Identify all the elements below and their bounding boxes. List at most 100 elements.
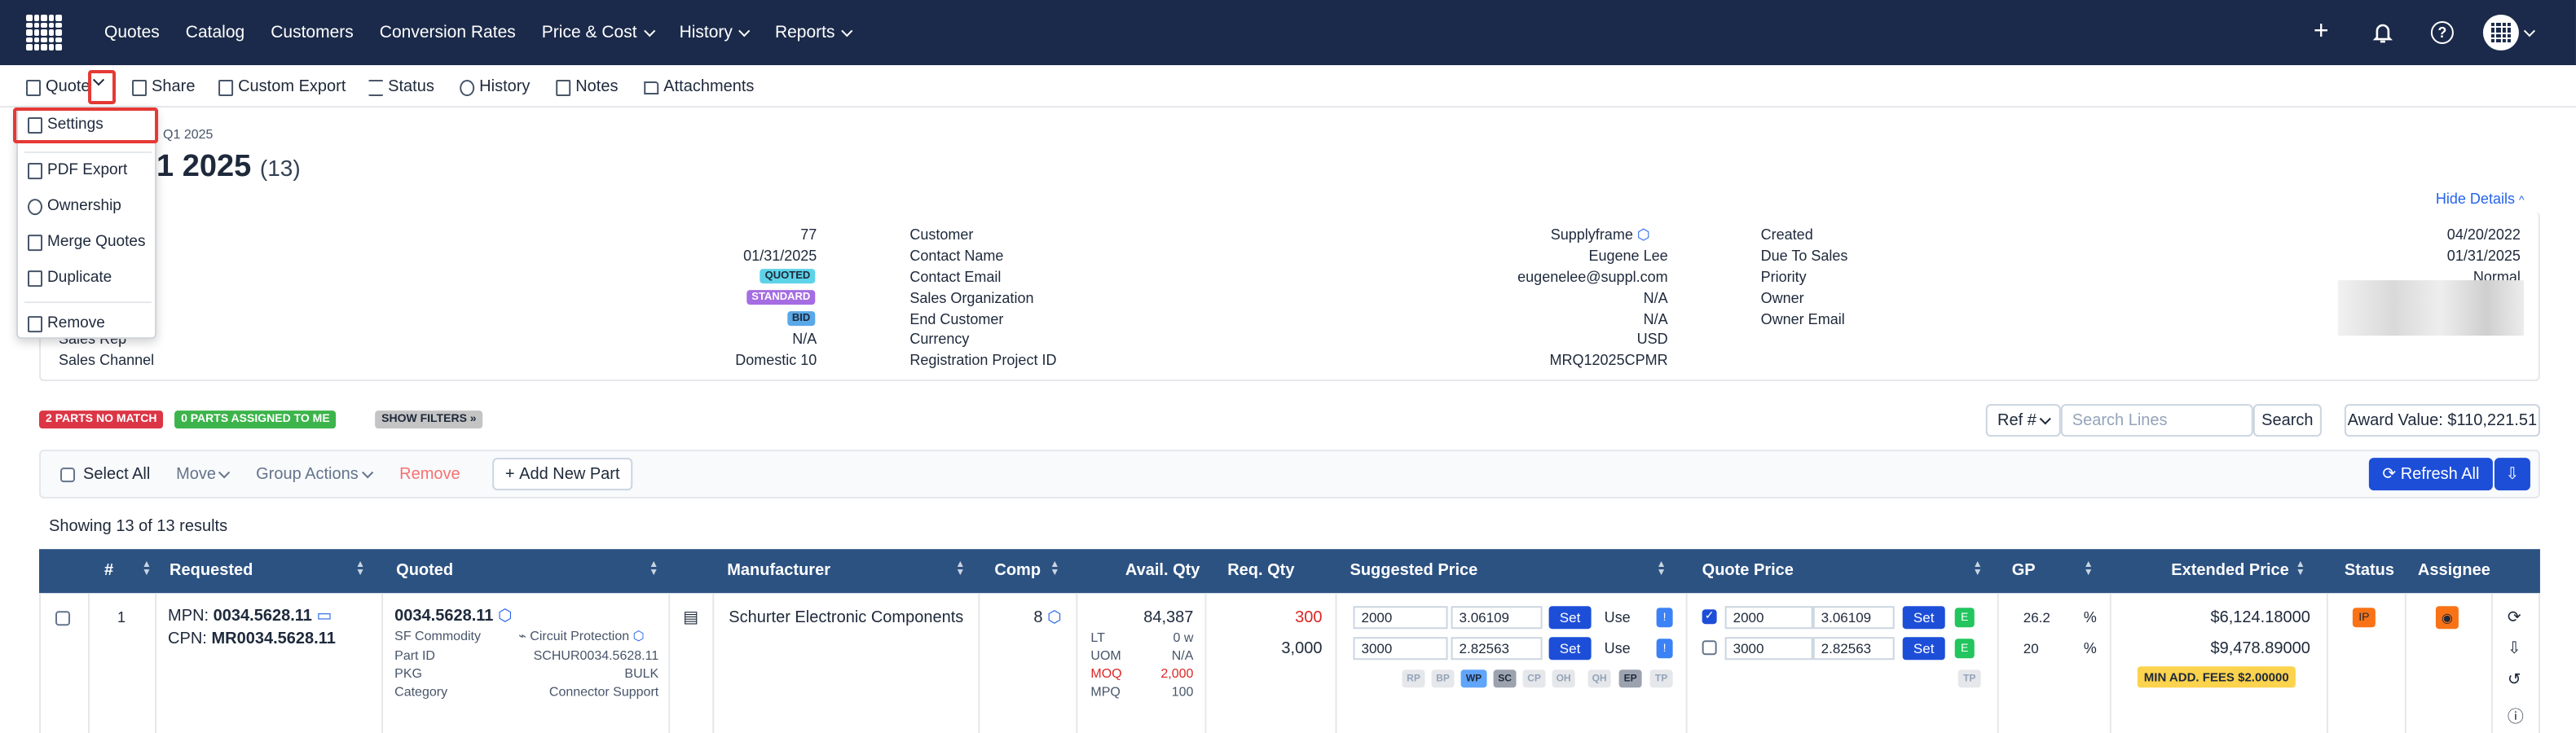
col-extended-price[interactable]: Extended Price ▲ ▼ — [2171, 560, 2305, 581]
e-badge[interactable]: E — [1954, 639, 1975, 659]
attachments-button[interactable]: Attachments — [644, 78, 754, 96]
nav-catalog[interactable]: Catalog — [186, 23, 244, 42]
cube-icon[interactable]: ⬡ — [1636, 226, 1650, 244]
export-icon[interactable]: ⇩ — [2494, 458, 2530, 491]
col-status[interactable]: Status — [2345, 549, 2394, 593]
assignee-icon[interactable]: ◉ — [2435, 606, 2459, 630]
status-button[interactable]: Status — [368, 78, 434, 96]
app-logo-icon[interactable] — [26, 15, 62, 51]
col-manufacturer[interactable]: Manufacturer ▲ ▼ — [727, 560, 966, 581]
info-icon[interactable]: ⓘ — [2507, 709, 2524, 727]
col-assignee[interactable]: Assignee — [2418, 549, 2490, 593]
help-icon[interactable]: ? — [2430, 0, 2454, 65]
quoted-part[interactable]: 0034.5628.11 ⬡ — [394, 608, 512, 625]
nav-conversion-rates[interactable]: Conversion Rates — [380, 23, 516, 42]
comp-count[interactable]: 8 ⬡ — [1033, 609, 1061, 627]
col-gp[interactable]: GP ▲ ▼ — [2011, 560, 2094, 581]
search-lines-input[interactable]: Search Lines — [2060, 404, 2253, 437]
use-button[interactable]: Use — [1604, 609, 1631, 626]
history-button[interactable]: History — [460, 78, 530, 96]
set-button[interactable]: Set — [1548, 637, 1592, 661]
source-tag-qh[interactable]: QH — [1587, 669, 1611, 688]
search-button[interactable]: Search — [2252, 404, 2322, 437]
refresh-icon[interactable]: ⟳ — [2507, 609, 2521, 628]
use-button[interactable]: Use — [1604, 640, 1631, 657]
refresh-all-button[interactable]: ⟳ Refresh All — [2368, 458, 2493, 491]
cube-icon[interactable]: ⬡ — [632, 629, 645, 644]
quote-qty-input[interactable]: 3000 — [1724, 637, 1813, 661]
ref-select[interactable]: Ref # — [1985, 404, 2061, 437]
source-tag-bp[interactable]: BP — [1431, 669, 1455, 688]
avatar[interactable] — [2482, 0, 2519, 65]
menu-settings[interactable]: Settings — [28, 116, 103, 134]
quote-price-input[interactable]: 3.06109 — [1812, 606, 1895, 630]
hide-details-link[interactable]: Hide Details ^ — [2436, 191, 2525, 207]
show-filters-button[interactable]: SHOW FILTERS » — [375, 410, 483, 429]
folder-icon[interactable]: ▭ — [316, 608, 332, 626]
row-checkbox[interactable] — [55, 611, 71, 626]
suggested-qty-input[interactable]: 3000 — [1353, 637, 1448, 661]
suggested-price-input[interactable]: 3.06109 — [1451, 606, 1543, 630]
nav-history[interactable]: History — [680, 23, 751, 42]
source-tag-oh[interactable]: OH — [1552, 669, 1575, 688]
move-button[interactable]: Move — [176, 466, 231, 484]
gp-input[interactable]: 20 — [2015, 637, 2077, 661]
info-button[interactable]: ! — [1656, 608, 1673, 628]
col-suggested-price[interactable]: Suggested Price ▲ ▼ — [1350, 560, 1667, 581]
col-requested[interactable]: Requested ▲ ▼ — [170, 560, 366, 581]
export-icon[interactable]: ⇩ — [2507, 640, 2521, 659]
menu-remove[interactable]: Remove — [28, 314, 105, 332]
cube-icon[interactable]: ⬡ — [497, 608, 513, 626]
datasheet-icon[interactable]: ▤ — [683, 609, 699, 628]
quote-price-input[interactable]: 2.82563 — [1812, 637, 1895, 661]
col-quote-price[interactable]: Quote Price ▲ ▼ — [1702, 560, 1983, 581]
source-tag-ep[interactable]: EP — [1618, 669, 1642, 688]
quote-qty-input[interactable]: 2000 — [1724, 606, 1813, 630]
set-button[interactable]: Set — [1902, 637, 1945, 661]
source-tag-wp[interactable]: WP — [1460, 669, 1487, 688]
menu-ownership[interactable]: Ownership — [28, 197, 121, 215]
quote-price-checkbox-checked[interactable]: ✓ — [1702, 609, 1717, 625]
no-match-filter[interactable]: 2 PARTS NO MATCH — [39, 410, 164, 429]
bell-icon[interactable] — [2372, 0, 2393, 65]
suggested-qty-input[interactable]: 2000 — [1353, 606, 1448, 630]
custom-export-button[interactable]: Custom Export — [218, 78, 346, 96]
info-button[interactable]: ! — [1656, 639, 1673, 659]
col-req-qty[interactable]: Req. Qty — [1216, 549, 1294, 593]
nav-quotes[interactable]: Quotes — [104, 23, 160, 42]
notes-button[interactable]: Notes — [556, 78, 618, 96]
status-badge-ip[interactable]: IP — [2352, 608, 2376, 628]
nav-price-cost[interactable]: Price & Cost — [542, 23, 655, 42]
group-actions-button[interactable]: Group Actions — [256, 466, 373, 484]
select-all-checkbox[interactable] — [60, 467, 76, 483]
gp-input[interactable]: 26.2 — [2015, 606, 2077, 630]
select-all-label[interactable]: Select All — [83, 466, 151, 485]
share-button[interactable]: Share — [132, 78, 195, 96]
history-icon[interactable]: ↺ — [2507, 671, 2521, 690]
add-new-part-button[interactable]: + Add New Part — [492, 458, 633, 491]
col-avail-qty[interactable]: Avail. Qty — [1082, 549, 1200, 593]
plus-icon[interactable]: + — [2313, 18, 2329, 46]
remove-lines-button[interactable]: Remove — [399, 466, 460, 485]
assigned-filter[interactable]: 0 PARTS ASSIGNED TO ME — [174, 410, 337, 429]
set-button[interactable]: Set — [1548, 606, 1592, 630]
sort-icon[interactable]: ▲ ▼ — [142, 560, 152, 579]
quote-menu-button[interactable]: Quote — [26, 78, 90, 96]
quote-price-checkbox[interactable] — [1702, 640, 1717, 656]
source-tag-rp[interactable]: RP — [1402, 669, 1425, 688]
source-tag-tp[interactable]: TP — [1957, 669, 1981, 688]
set-button[interactable]: Set — [1902, 606, 1945, 630]
e-badge[interactable]: E — [1954, 608, 1975, 628]
nav-reports[interactable]: Reports — [775, 23, 853, 42]
menu-pdf-export[interactable]: PDF Export — [28, 161, 127, 179]
col-comp[interactable]: Comp ▲ ▼ — [994, 560, 1060, 581]
nav-customers[interactable]: Customers — [271, 23, 354, 42]
col-number[interactable]: # — [104, 549, 113, 593]
col-quoted[interactable]: Quoted ▲ ▼ — [396, 560, 659, 581]
menu-merge-quotes[interactable]: Merge Quotes — [28, 233, 145, 251]
source-tag-tp[interactable]: TP — [1649, 669, 1673, 688]
chevron-down-icon[interactable] — [2523, 0, 2536, 65]
source-tag-cp[interactable]: CP — [1522, 669, 1546, 688]
suggested-price-input[interactable]: 2.82563 — [1451, 637, 1543, 661]
menu-duplicate[interactable]: Duplicate — [28, 269, 112, 287]
